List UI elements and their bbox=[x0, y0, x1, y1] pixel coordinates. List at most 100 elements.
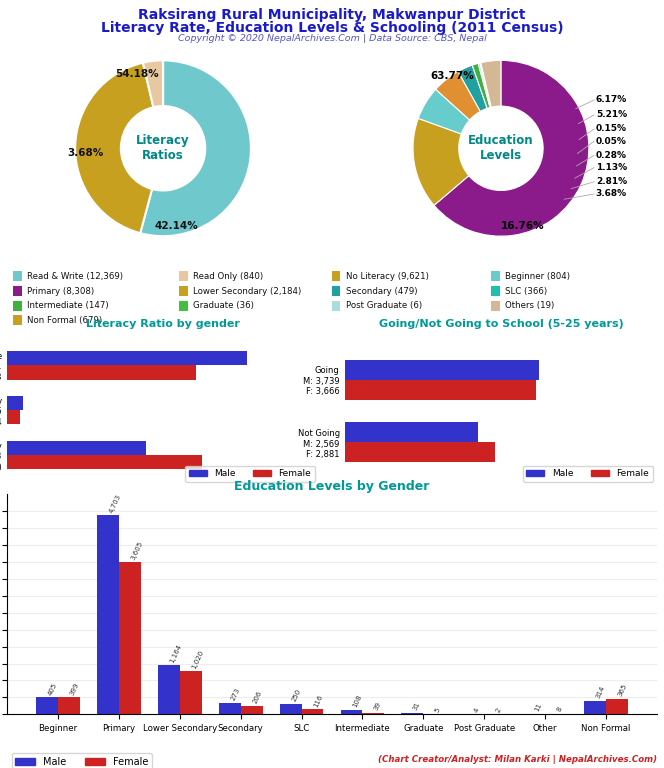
Bar bbox=[179, 271, 187, 281]
Text: 0.05%: 0.05% bbox=[596, 137, 627, 146]
Bar bbox=[341, 710, 363, 714]
Bar bbox=[301, 710, 323, 714]
Text: 2.81%: 2.81% bbox=[596, 177, 627, 186]
Text: 3,605: 3,605 bbox=[130, 540, 144, 561]
Bar bbox=[7, 366, 196, 379]
Text: Raksirang Rural Municipality, Makwanpur District: Raksirang Rural Municipality, Makwanpur … bbox=[138, 8, 526, 22]
Wedge shape bbox=[418, 89, 469, 134]
Text: 1,164: 1,164 bbox=[169, 644, 183, 664]
Text: 11: 11 bbox=[534, 702, 543, 713]
Bar bbox=[97, 515, 119, 714]
Bar bbox=[7, 455, 202, 469]
Wedge shape bbox=[481, 63, 491, 108]
Bar bbox=[332, 271, 341, 281]
Text: 6.17%: 6.17% bbox=[596, 95, 627, 104]
Text: 250: 250 bbox=[291, 688, 301, 703]
Legend: Male, Female: Male, Female bbox=[185, 465, 315, 482]
Text: 399: 399 bbox=[69, 681, 80, 697]
Text: 1,020: 1,020 bbox=[191, 649, 205, 670]
Text: Lower Secondary (2,184): Lower Secondary (2,184) bbox=[193, 286, 301, 296]
Wedge shape bbox=[434, 61, 589, 237]
Text: 8: 8 bbox=[556, 707, 563, 713]
Text: 314: 314 bbox=[595, 685, 606, 700]
Wedge shape bbox=[143, 61, 163, 108]
Text: Literacy Rate, Education Levels & Schooling (2011 Census): Literacy Rate, Education Levels & School… bbox=[101, 21, 563, 35]
Text: Read Only (840): Read Only (840) bbox=[193, 272, 263, 280]
Wedge shape bbox=[140, 61, 251, 237]
Text: 42.14%: 42.14% bbox=[154, 220, 198, 230]
Text: 116: 116 bbox=[313, 694, 323, 708]
Wedge shape bbox=[479, 63, 491, 108]
Text: 0.15%: 0.15% bbox=[596, 124, 627, 134]
Bar bbox=[332, 286, 341, 296]
Bar bbox=[401, 713, 423, 714]
Text: 108: 108 bbox=[351, 694, 363, 709]
Bar bbox=[158, 665, 180, 714]
Bar bbox=[58, 697, 80, 714]
Bar bbox=[345, 359, 539, 379]
Bar bbox=[13, 315, 22, 325]
Text: 54.18%: 54.18% bbox=[115, 68, 159, 78]
Text: 2: 2 bbox=[495, 707, 503, 713]
Text: 4: 4 bbox=[473, 707, 481, 713]
Text: No Literacy (9,621): No Literacy (9,621) bbox=[346, 272, 428, 280]
Bar bbox=[606, 699, 627, 714]
Text: Graduate (36): Graduate (36) bbox=[193, 301, 254, 310]
Bar bbox=[37, 697, 58, 714]
Text: Intermediate (147): Intermediate (147) bbox=[27, 301, 108, 310]
Bar bbox=[219, 703, 241, 714]
Wedge shape bbox=[436, 71, 480, 120]
Wedge shape bbox=[472, 64, 490, 108]
Wedge shape bbox=[478, 63, 491, 108]
Text: SLC (366): SLC (366) bbox=[505, 286, 547, 296]
Text: 405: 405 bbox=[47, 681, 58, 696]
Wedge shape bbox=[458, 65, 487, 111]
Bar bbox=[7, 410, 20, 425]
Bar bbox=[13, 301, 22, 311]
Text: 273: 273 bbox=[230, 687, 241, 702]
Title: Education Levels by Gender: Education Levels by Gender bbox=[234, 480, 430, 493]
Bar bbox=[7, 396, 23, 410]
Bar bbox=[345, 442, 495, 462]
Text: 31: 31 bbox=[412, 701, 422, 712]
Bar bbox=[13, 286, 22, 296]
Bar bbox=[7, 351, 247, 366]
Title: Literacy Ratio by gender: Literacy Ratio by gender bbox=[86, 319, 240, 329]
Text: Non Formal (679): Non Formal (679) bbox=[27, 316, 102, 325]
Bar bbox=[119, 562, 141, 714]
Bar bbox=[491, 301, 500, 311]
Text: 3.68%: 3.68% bbox=[68, 147, 104, 157]
Bar bbox=[491, 271, 500, 281]
Bar bbox=[280, 703, 301, 714]
Bar bbox=[179, 286, 187, 296]
Text: 16.76%: 16.76% bbox=[501, 220, 544, 230]
Text: 206: 206 bbox=[252, 690, 263, 704]
Text: Education
Levels: Education Levels bbox=[468, 134, 534, 162]
Bar bbox=[491, 286, 500, 296]
Wedge shape bbox=[481, 61, 501, 108]
Bar bbox=[241, 706, 263, 714]
Text: 5.21%: 5.21% bbox=[596, 111, 627, 119]
Text: 1.13%: 1.13% bbox=[596, 163, 627, 172]
Text: Others (19): Others (19) bbox=[505, 301, 554, 310]
Wedge shape bbox=[413, 118, 469, 205]
Text: Post Graduate (6): Post Graduate (6) bbox=[346, 301, 422, 310]
Text: Secondary (479): Secondary (479) bbox=[346, 286, 417, 296]
Bar bbox=[363, 713, 384, 714]
Text: 3.68%: 3.68% bbox=[596, 190, 627, 198]
Text: Primary (8,308): Primary (8,308) bbox=[27, 286, 94, 296]
Wedge shape bbox=[75, 63, 153, 233]
Text: 4,703: 4,703 bbox=[108, 494, 122, 515]
Bar bbox=[179, 301, 187, 311]
Text: Copyright © 2020 NepalArchives.Com | Data Source: CBS, Nepal: Copyright © 2020 NepalArchives.Com | Dat… bbox=[178, 34, 486, 43]
Bar bbox=[345, 422, 479, 442]
Bar bbox=[332, 301, 341, 311]
Legend: Male, Female: Male, Female bbox=[523, 465, 653, 482]
Legend: Male, Female: Male, Female bbox=[11, 753, 152, 768]
Bar bbox=[180, 671, 202, 714]
Text: 365: 365 bbox=[617, 683, 628, 698]
Text: 0.28%: 0.28% bbox=[596, 151, 627, 160]
Text: 5: 5 bbox=[434, 707, 442, 713]
Title: Going/Not Going to School (5-25 years): Going/Not Going to School (5-25 years) bbox=[378, 319, 623, 329]
Bar bbox=[13, 271, 22, 281]
